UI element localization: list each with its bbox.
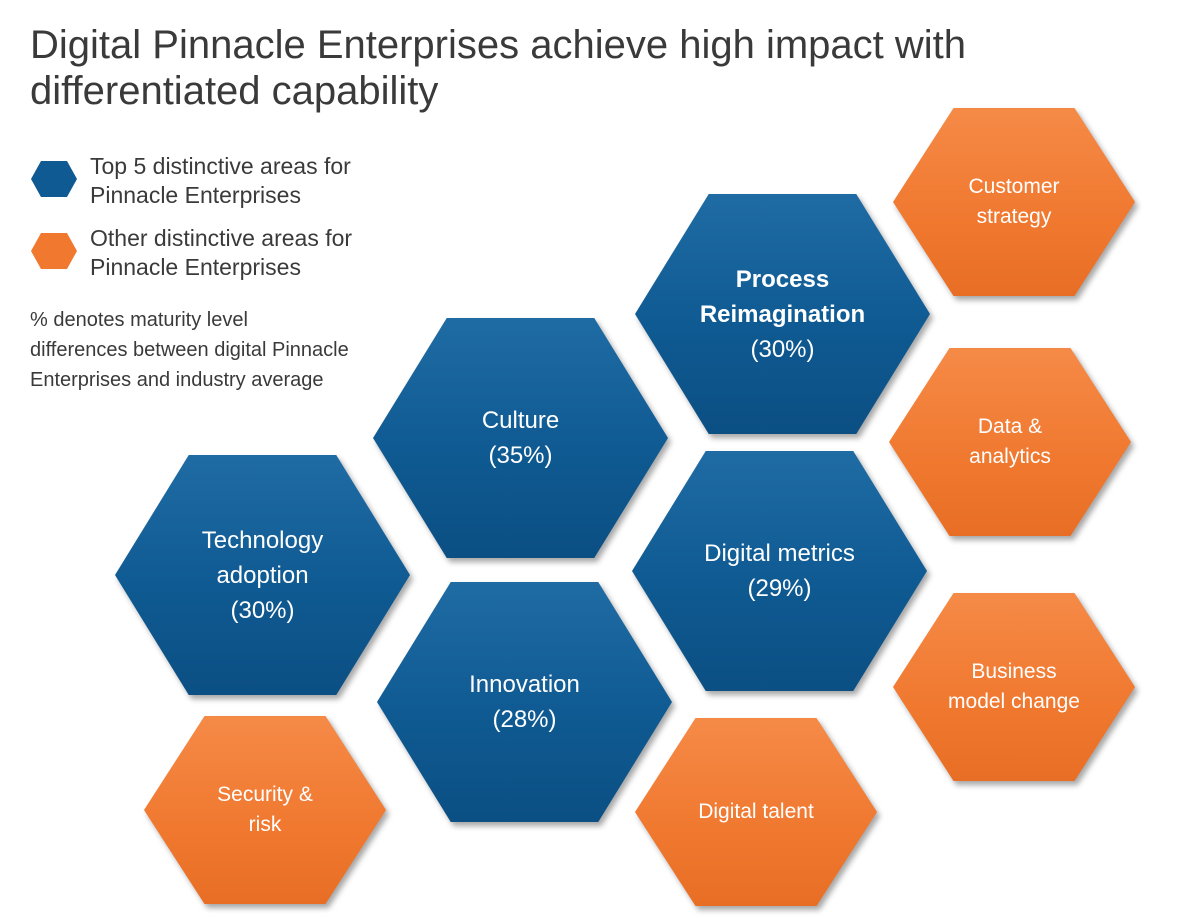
hex-percent: (30%) — [230, 596, 295, 624]
title-line-2: differentiated capability — [30, 69, 439, 113]
hex-label: Process — [735, 265, 830, 293]
hex-percent: (29%) — [747, 575, 812, 602]
hex-label: Reimagination — [699, 300, 866, 328]
hex-label: adoption — [216, 561, 309, 589]
hex-label: Innovation — [469, 671, 580, 698]
hex-percent: (30%) — [750, 335, 815, 363]
note-line-3: Enterprises and industry average — [30, 369, 324, 391]
page-title: Digital Pinnacle Enterprises achieve hig… — [30, 22, 1130, 114]
hex-label: analytics — [969, 445, 1051, 468]
legend-top-line-2: Pinnacle Enterprises — [90, 182, 301, 208]
hex-digital-metrics: Digital metrics (29%) — [632, 451, 927, 691]
hex-percent: (35%) — [488, 442, 553, 469]
hex-culture: Culture (35%) — [373, 318, 668, 558]
hex-digital-talent: Digital talent — [635, 718, 877, 906]
hex-label: Data & — [977, 415, 1043, 438]
title-line-1: Digital Pinnacle Enterprises achieve hig… — [30, 23, 967, 67]
hex-process-reimagination: Process Reimagination (30%) — [635, 194, 930, 434]
legend-other-line-1: Other distinctive areas for — [90, 225, 353, 251]
hex-label: Technology — [201, 526, 324, 554]
hex-label: Customer — [968, 175, 1060, 198]
hex-innovation: Innovation (28%) — [377, 582, 672, 822]
note-line-2: differences between digital Pinnacle — [30, 339, 349, 361]
hex-technology-adoption: Technology adoption (30%) — [115, 455, 410, 695]
maturity-note: % denotes maturity level differences bet… — [30, 305, 430, 395]
hex-label: Digital metrics — [704, 540, 855, 567]
hex-label: Business — [971, 660, 1057, 683]
blue-hexagon-icon — [31, 161, 77, 197]
orange-hexagon-icon — [31, 233, 77, 269]
hex-percent: (28%) — [492, 706, 557, 733]
legend-top-line-1: Top 5 distinctive areas for — [90, 153, 351, 179]
hex-label: Culture — [481, 407, 560, 434]
legend-other-line-2: Pinnacle Enterprises — [90, 254, 301, 280]
hex-label: strategy — [976, 205, 1052, 228]
hex-security-risk: Security & risk — [144, 716, 386, 904]
hex-label: Digital talent — [698, 800, 814, 823]
hex-label: risk — [248, 813, 282, 836]
hex-label: Security & — [217, 783, 313, 806]
hex-data-analytics: Data & analytics — [889, 348, 1131, 536]
hex-customer-strategy: Customer strategy — [893, 108, 1135, 296]
note-line-1: % denotes maturity level — [30, 309, 248, 331]
hex-business-model-change: Business model change — [893, 593, 1135, 781]
hex-label: model change — [948, 690, 1080, 713]
